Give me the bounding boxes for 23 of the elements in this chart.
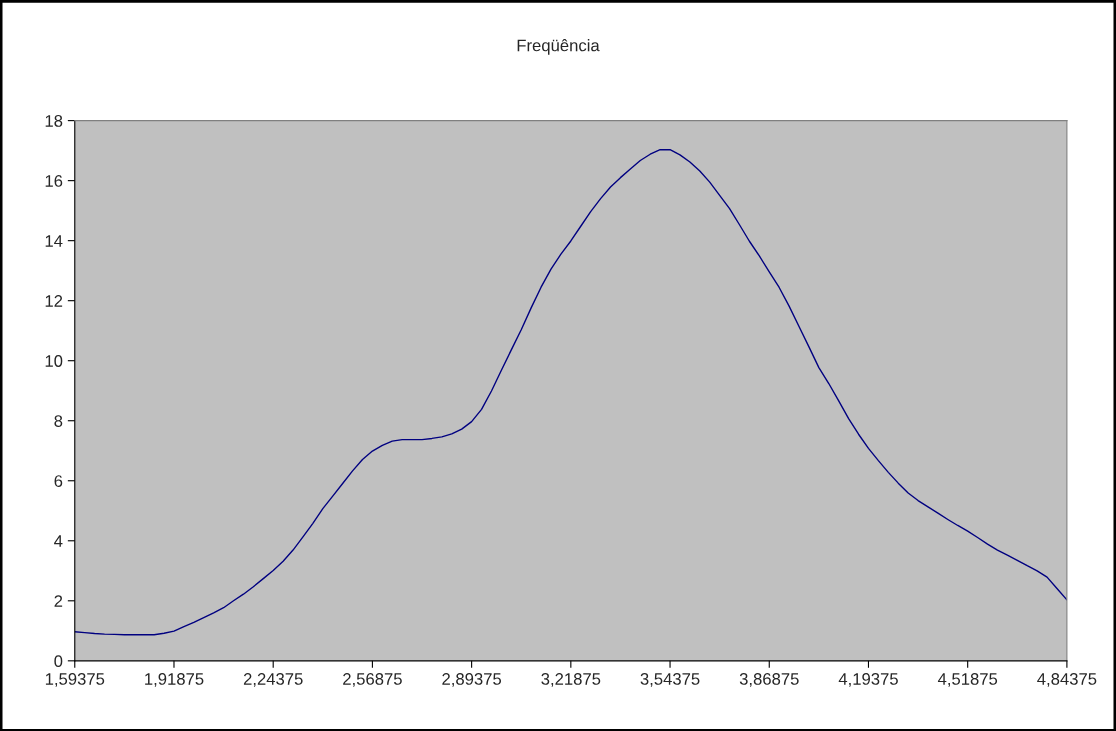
chart-title: Freqüência xyxy=(517,39,600,55)
y-tick-label: 2 xyxy=(54,595,63,607)
y-tick-label: 16 xyxy=(45,175,63,187)
y-tick-label: 12 xyxy=(45,295,63,307)
y-tick-label: 10 xyxy=(45,355,63,367)
y-tick-label: 4 xyxy=(54,535,63,547)
x-tick-label: 4,51875 xyxy=(937,673,998,687)
y-tick-label: 0 xyxy=(54,655,63,668)
y-tick-label: 18 xyxy=(45,115,63,127)
x-tick-label: 2,24375 xyxy=(243,673,303,687)
line-series xyxy=(74,149,1067,636)
x-tick-label: 2,89375 xyxy=(442,673,502,687)
x-tick-label: 3,54375 xyxy=(640,673,700,687)
x-tick-label: 1,91875 xyxy=(145,673,204,687)
x-tick-label: 3,21875 xyxy=(541,673,601,687)
x-tick-label: 4,84375 xyxy=(1037,673,1097,687)
y-tick-label: 14 xyxy=(45,235,63,247)
y-tick-label: 6 xyxy=(54,475,63,487)
x-tick-label: 3,86875 xyxy=(739,673,799,687)
x-tick-label: 4,19375 xyxy=(838,673,898,687)
x-tick-label: 1,59375 xyxy=(45,673,105,687)
x-tick-label: 2,56875 xyxy=(343,673,402,687)
y-tick-label: 8 xyxy=(54,415,63,427)
